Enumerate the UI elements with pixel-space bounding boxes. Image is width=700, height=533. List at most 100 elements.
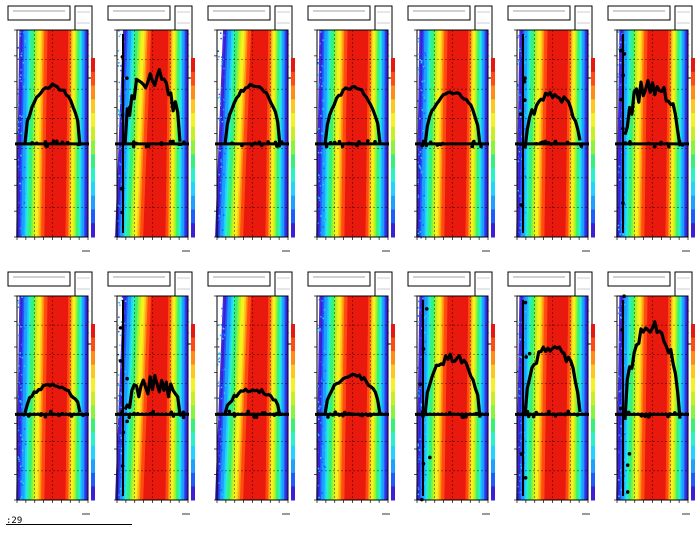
profile-marker bbox=[526, 414, 531, 419]
heat-speckle bbox=[120, 392, 122, 394]
heat-speckle bbox=[20, 234, 23, 236]
heat-speckle bbox=[623, 203, 626, 205]
heat-speckle bbox=[322, 317, 325, 320]
heat-speckle bbox=[321, 492, 324, 494]
heat-speckle bbox=[320, 231, 322, 234]
heat-speckle bbox=[621, 145, 623, 148]
heat-speckle bbox=[618, 171, 621, 174]
heat-speckle bbox=[319, 329, 321, 332]
colorbar-cell bbox=[291, 99, 295, 114]
heat-speckle bbox=[523, 453, 526, 456]
colorbar-cell bbox=[591, 418, 595, 433]
heat-speckle bbox=[421, 171, 423, 173]
heat-speckle bbox=[422, 178, 425, 180]
profile-marker bbox=[373, 139, 377, 144]
heat-speckle bbox=[323, 415, 326, 417]
colorbar-cell bbox=[691, 364, 695, 379]
heat-speckle bbox=[317, 401, 320, 403]
profile-marker bbox=[328, 141, 333, 145]
profile-marker bbox=[326, 415, 330, 419]
heat-speckle bbox=[120, 437, 122, 439]
heat-speckle bbox=[324, 218, 327, 221]
heat-speckle bbox=[23, 443, 26, 446]
colorbar-cell bbox=[691, 126, 695, 142]
colorbar-cell bbox=[91, 337, 95, 352]
profile-marker bbox=[553, 414, 558, 418]
heat-speckle bbox=[322, 108, 324, 110]
heat-speckle bbox=[523, 128, 526, 130]
profile-marker bbox=[324, 144, 329, 149]
heat-speckle bbox=[319, 409, 321, 411]
colorbar-cell bbox=[191, 418, 195, 433]
heat-speckle bbox=[322, 183, 325, 186]
profile-marker bbox=[665, 142, 669, 146]
profile-marker bbox=[579, 144, 584, 149]
heat-speckle bbox=[24, 46, 26, 48]
profile-marker bbox=[680, 143, 685, 147]
heat-speckle bbox=[620, 469, 622, 472]
heat-speckle bbox=[321, 299, 323, 302]
heat-speckle bbox=[218, 93, 221, 96]
outlier-marker bbox=[622, 294, 626, 298]
heat-speckle bbox=[318, 199, 321, 201]
colorbar-cell bbox=[491, 223, 495, 238]
profile-marker bbox=[646, 141, 651, 146]
heat-speckle bbox=[221, 493, 223, 496]
profile-marker bbox=[27, 413, 32, 417]
colorbar-cell bbox=[391, 324, 395, 339]
heat-speckle bbox=[20, 74, 22, 77]
colorbar-cell bbox=[591, 181, 595, 197]
colorbar-cell bbox=[191, 324, 195, 339]
heat-speckle bbox=[17, 429, 20, 432]
heat-speckle bbox=[417, 443, 419, 446]
heat-speckle bbox=[618, 390, 621, 393]
heat-speckle bbox=[19, 189, 22, 192]
heat-speckle bbox=[618, 341, 621, 343]
heat-speckle bbox=[518, 157, 521, 159]
colorbar-cell bbox=[91, 181, 95, 197]
heat-speckle bbox=[422, 224, 424, 226]
heat-speckle bbox=[520, 235, 523, 238]
outlier-marker bbox=[125, 376, 129, 381]
heat-speckle bbox=[519, 109, 521, 112]
heat-speckle bbox=[18, 127, 20, 129]
colorbar-cell bbox=[91, 140, 95, 155]
heat-speckle bbox=[221, 315, 223, 317]
heat-speckle bbox=[320, 422, 322, 424]
heat-speckle bbox=[317, 434, 320, 436]
profile-curve bbox=[523, 345, 582, 417]
heat-speckle bbox=[218, 471, 221, 474]
heat-speckle bbox=[123, 77, 126, 80]
colorbar-cell bbox=[591, 486, 595, 501]
heat-speckle bbox=[424, 331, 426, 334]
profile-marker bbox=[424, 143, 429, 148]
colorbar-cell bbox=[691, 181, 695, 197]
colorbar-cell bbox=[191, 391, 195, 406]
heat-speckle bbox=[124, 92, 127, 94]
profile-marker bbox=[477, 411, 482, 415]
heat-speckle bbox=[222, 108, 225, 111]
heat-speckle bbox=[21, 466, 24, 469]
colorbar-cell bbox=[391, 168, 395, 183]
heat-speckle bbox=[219, 217, 222, 220]
heat-speckle bbox=[17, 92, 19, 95]
colorbar-cell bbox=[91, 445, 95, 460]
outlier-marker bbox=[418, 382, 423, 387]
colorbar-cell bbox=[91, 418, 95, 433]
profile-marker bbox=[628, 140, 632, 144]
heat-speckle bbox=[222, 328, 225, 330]
profile-marker bbox=[420, 143, 424, 148]
heat-speckle bbox=[619, 41, 622, 44]
heat-speckle bbox=[18, 460, 21, 462]
colorbar-cell bbox=[391, 71, 395, 87]
profile-marker bbox=[653, 144, 657, 149]
heat-speckle bbox=[117, 416, 120, 418]
profile-marker bbox=[181, 410, 186, 415]
outlier-marker bbox=[619, 48, 623, 53]
heat-speckle bbox=[320, 215, 322, 217]
profile-marker bbox=[29, 141, 34, 146]
profile-marker bbox=[668, 412, 673, 416]
colorbar-cell bbox=[391, 472, 395, 487]
colorbar-cell bbox=[391, 405, 395, 420]
outlier-marker bbox=[527, 351, 532, 356]
